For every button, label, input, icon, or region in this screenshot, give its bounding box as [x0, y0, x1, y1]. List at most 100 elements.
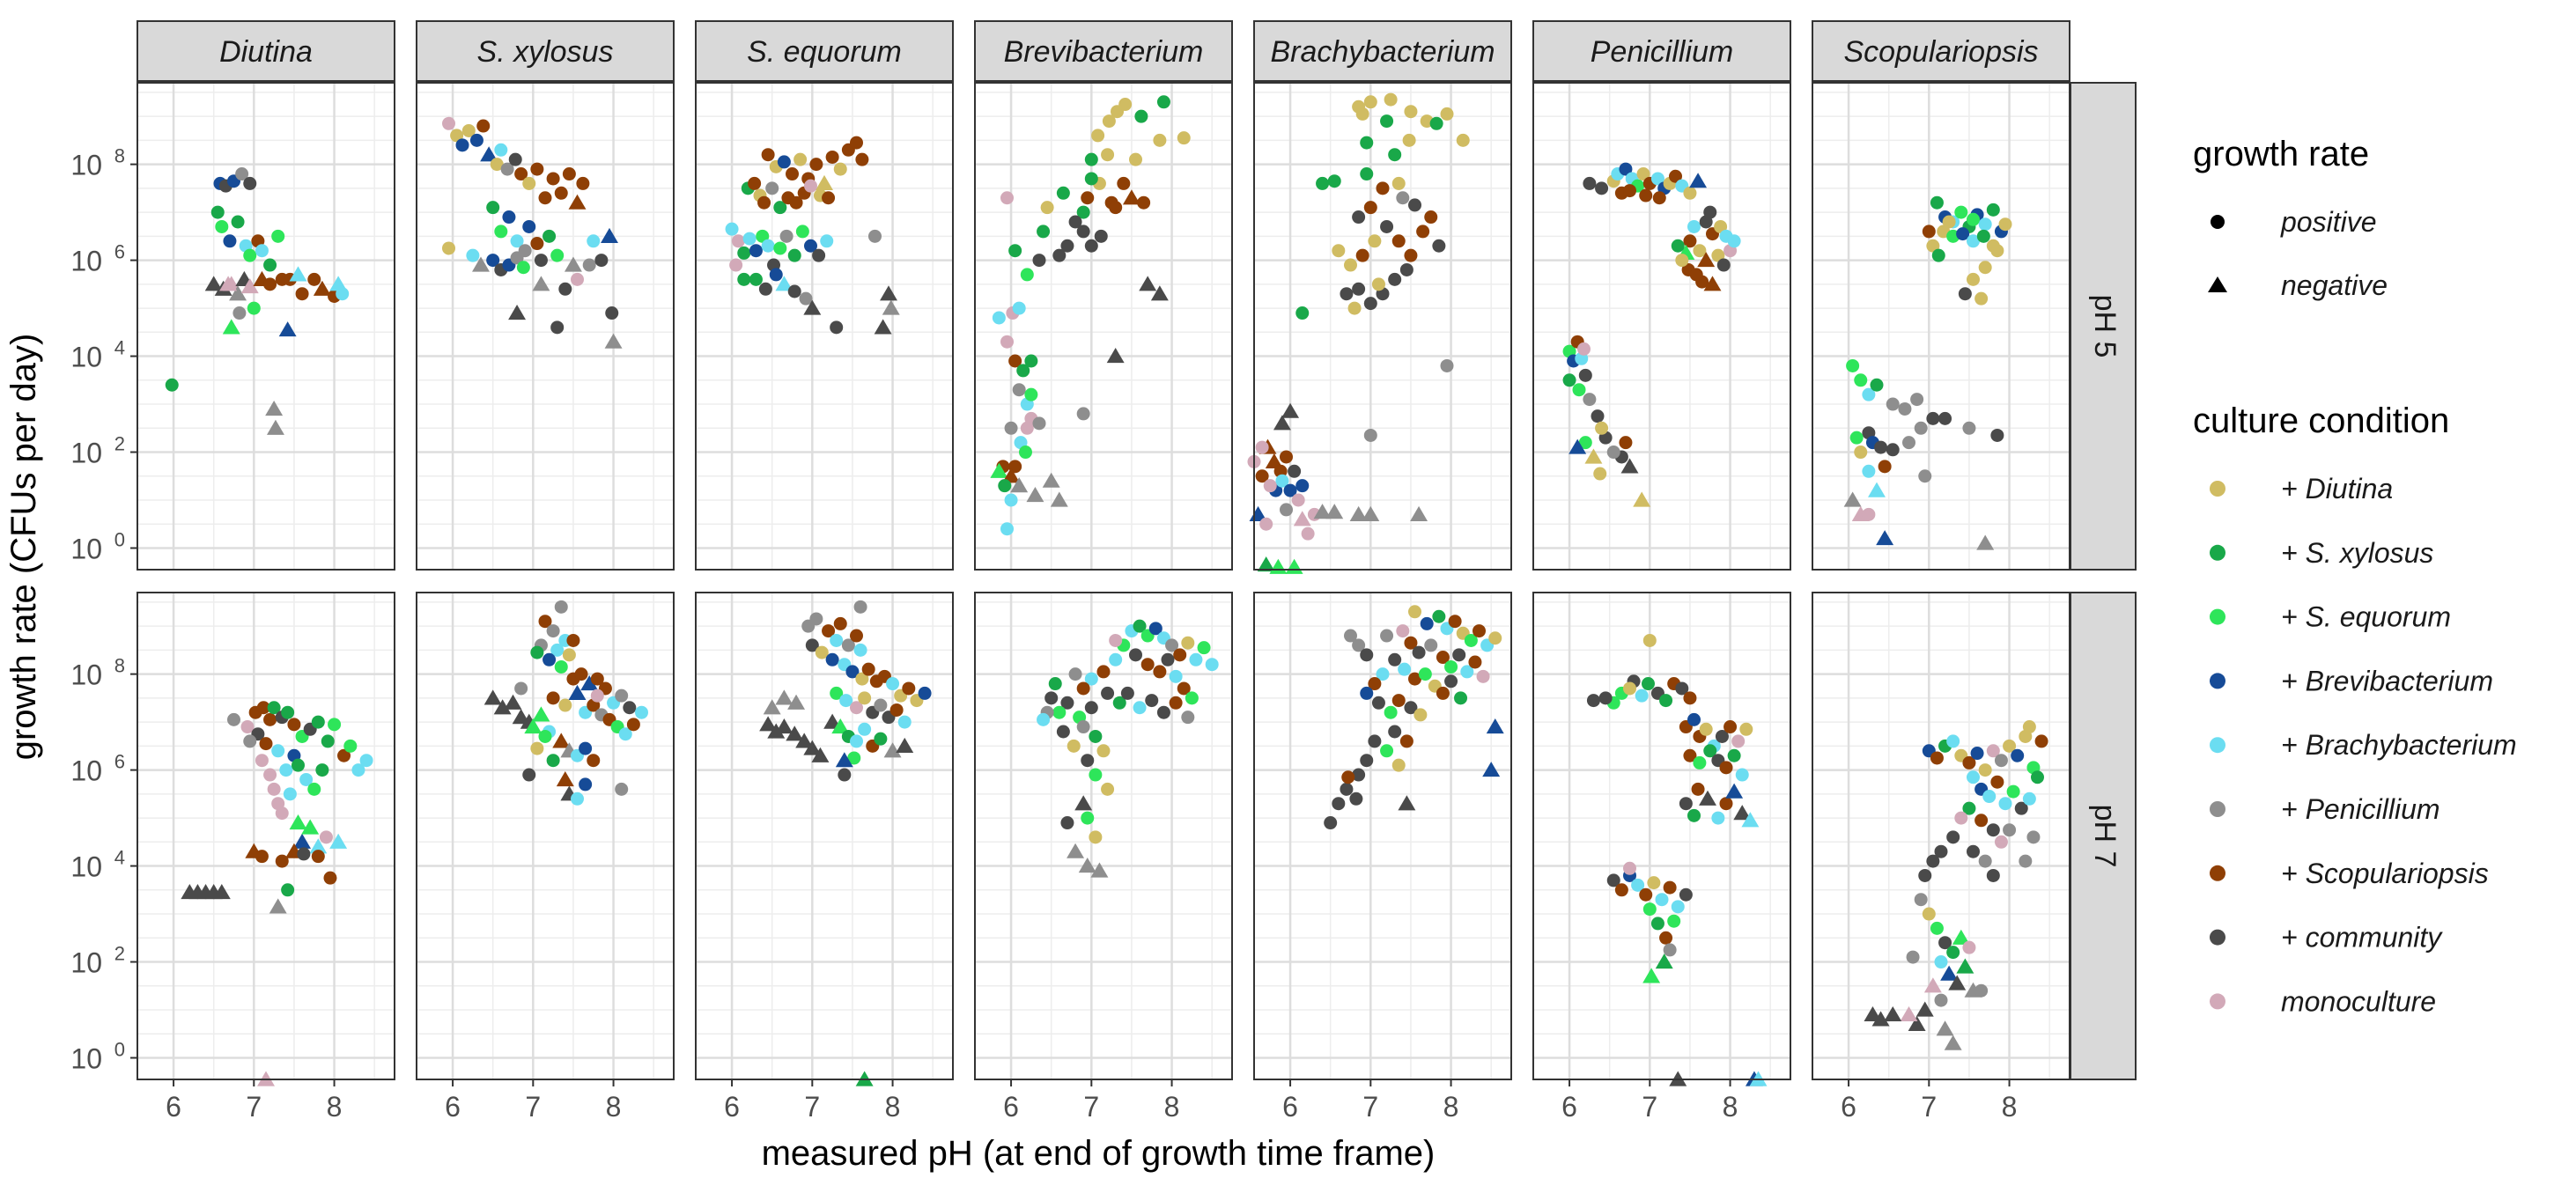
data-point-positive — [1663, 880, 1677, 895]
data-point-positive — [275, 806, 289, 821]
panel-border — [695, 592, 954, 1080]
data-point-positive — [749, 244, 763, 258]
data-point-positive — [1436, 686, 1450, 700]
data-point-positive — [1727, 748, 1741, 762]
data-point-positive — [243, 248, 257, 262]
legend-label: + Penicillium — [2281, 793, 2440, 825]
data-point-positive — [534, 254, 548, 268]
data-point-positive — [1593, 467, 1607, 481]
data-point-positive — [1396, 191, 1410, 205]
data-point-positive — [1177, 681, 1191, 696]
data-point-positive — [255, 244, 269, 258]
data-point-positive — [1181, 636, 1195, 650]
data-point-positive — [1076, 205, 1090, 219]
facet-panel — [416, 592, 675, 1080]
data-point-negative — [1655, 954, 1673, 969]
data-point-negative — [1313, 504, 1332, 519]
data-point-positive — [1140, 658, 1155, 672]
data-point-positive — [1324, 816, 1338, 830]
data-point-positive — [1380, 629, 1394, 643]
data-point-positive — [271, 229, 285, 243]
data-point-positive — [822, 624, 836, 638]
data-point-positive — [307, 272, 321, 286]
data-point-positive — [455, 138, 469, 152]
data-point-positive — [1914, 893, 1928, 907]
data-point-negative — [1257, 556, 1275, 572]
y-tick-label: 10 — [70, 659, 102, 691]
facet-panel — [416, 82, 675, 571]
data-point-negative — [775, 276, 793, 291]
data-point-positive — [1967, 844, 1980, 858]
data-point-positive — [299, 772, 314, 786]
data-point-positive — [623, 701, 637, 715]
data-point-positive — [1388, 652, 1402, 666]
data-point-negative — [1952, 929, 1970, 945]
legend-label: + Brachybacterium — [2281, 729, 2517, 761]
data-point-positive — [1635, 689, 1649, 703]
data-point-positive — [1081, 191, 1095, 205]
data-point-positive — [992, 311, 1006, 325]
data-point-positive — [1586, 694, 1600, 708]
data-point-positive — [1460, 665, 1474, 679]
x-tick-label: 7 — [1921, 1091, 1937, 1123]
data-point-positive — [769, 268, 783, 282]
legend-key-color — [2210, 993, 2225, 1010]
x-tick-label: 8 — [1443, 1091, 1459, 1123]
data-point-positive — [1854, 373, 1868, 387]
data-point-positive — [1004, 421, 1018, 435]
data-point-positive — [530, 741, 544, 755]
data-point-positive — [1652, 191, 1666, 205]
data-point-positive — [543, 229, 557, 243]
data-point-negative — [240, 278, 259, 294]
x-tick-label: 8 — [327, 1091, 343, 1123]
data-point-positive — [1185, 691, 1199, 705]
data-point-positive — [1862, 464, 1876, 478]
data-point-positive — [500, 162, 514, 176]
data-point-positive — [1129, 648, 1142, 662]
data-point-positive — [263, 712, 277, 726]
data-point-positive — [587, 234, 601, 248]
data-point-positive — [1349, 792, 1363, 806]
data-point-positive — [2019, 854, 2033, 868]
data-point-negative — [1725, 783, 1744, 799]
data-point-positive — [1623, 681, 1636, 696]
data-point-negative — [831, 718, 850, 734]
data-point-positive — [1263, 479, 1277, 493]
facet-strip-column — [416, 20, 675, 82]
data-point-positive — [1137, 195, 1151, 210]
data-point-positive — [1352, 282, 1366, 296]
data-point-positive — [998, 479, 1012, 493]
data-point-positive — [1117, 176, 1131, 190]
data-point-positive — [1642, 633, 1657, 647]
data-point-positive — [1388, 148, 1402, 162]
legend-key-color — [2210, 737, 2225, 754]
data-point-negative — [1010, 477, 1029, 493]
data-point-negative — [504, 694, 522, 710]
data-point-positive — [240, 720, 255, 734]
y-tick-label: 10 — [70, 755, 102, 787]
data-point-positive — [1363, 201, 1377, 215]
data-point-positive — [165, 378, 179, 392]
data-point-positive — [1946, 830, 1960, 844]
data-point-positive — [2003, 739, 2017, 753]
data-point-positive — [1716, 258, 1731, 272]
data-point-positive — [1000, 335, 1014, 349]
data-point-positive — [1173, 648, 1187, 662]
data-point-positive — [538, 729, 552, 743]
data-point-positive — [2006, 784, 2020, 799]
data-point-positive — [850, 629, 863, 643]
data-point-positive — [233, 306, 247, 320]
data-point-positive — [1316, 176, 1330, 190]
data-point-positive — [502, 210, 516, 225]
data-point-negative — [313, 280, 331, 296]
data-point-positive — [1255, 440, 1269, 454]
data-point-positive — [1910, 393, 1924, 407]
data-point-negative — [229, 285, 247, 301]
data-point-negative — [775, 689, 793, 705]
data-point-negative — [990, 462, 1008, 478]
data-point-positive — [287, 718, 301, 732]
data-point-positive — [853, 600, 867, 614]
data-point-positive — [337, 748, 351, 762]
data-point-positive — [546, 172, 560, 186]
legend-label: + S. xylosus — [2281, 537, 2433, 569]
